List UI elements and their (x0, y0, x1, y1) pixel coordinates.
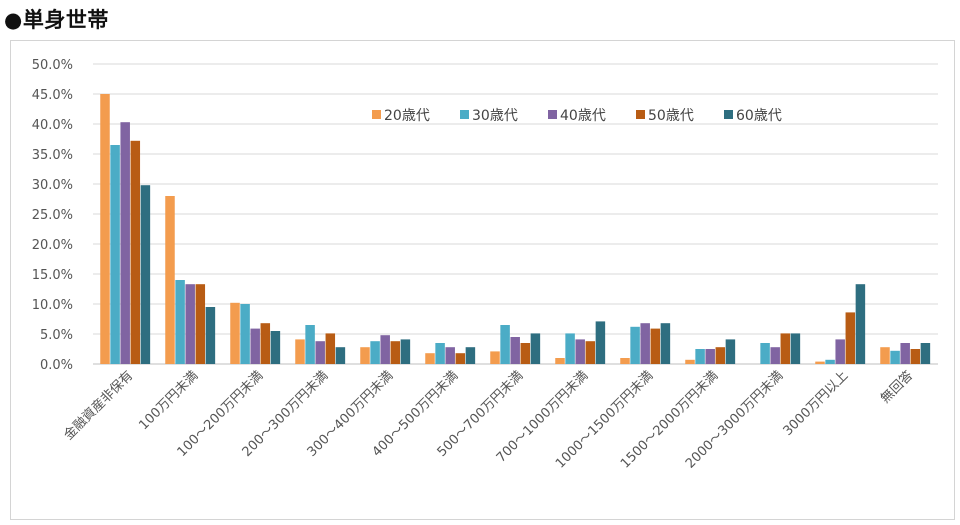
bar (790, 333, 801, 364)
x-tick-label: 金融資産非保有 (61, 368, 137, 444)
legend-label: 60歳代 (736, 108, 782, 124)
y-tick-label: 35.0% (32, 148, 73, 163)
bar (575, 339, 585, 364)
page-title: ●単身世帯 (4, 8, 109, 32)
bar (425, 353, 435, 364)
y-tick-label: 0.0% (40, 358, 73, 373)
bar (890, 350, 900, 364)
bar (660, 323, 671, 364)
y-tick-label: 25.0% (32, 208, 73, 223)
bar (360, 347, 370, 364)
bar (880, 347, 890, 364)
bar (910, 349, 921, 364)
bar (205, 307, 216, 364)
y-tick-label: 30.0% (32, 178, 73, 193)
y-tick-label: 10.0% (32, 298, 73, 313)
bar (780, 333, 791, 364)
bar (500, 325, 510, 364)
bar (465, 347, 476, 364)
y-tick-label: 5.0% (40, 328, 73, 343)
y-tick-label: 20.0% (32, 238, 73, 253)
bar (305, 325, 315, 364)
bar (595, 321, 606, 364)
bar (685, 359, 695, 364)
legend-swatch (724, 110, 733, 119)
bar (195, 284, 206, 364)
bar (620, 358, 630, 364)
bar (920, 343, 931, 364)
bar (110, 145, 120, 364)
x-tick-label: 100万円未満 (136, 368, 201, 433)
legend-swatch (460, 110, 469, 119)
bar (725, 339, 736, 364)
bar (490, 351, 500, 364)
bar (175, 280, 185, 364)
bar (295, 339, 305, 364)
bar (120, 122, 130, 364)
bar (510, 337, 520, 364)
bar (520, 343, 531, 364)
bar (530, 333, 541, 364)
bar (825, 359, 835, 364)
bar (230, 302, 240, 364)
bar (695, 349, 705, 364)
legend-label: 40歳代 (560, 108, 606, 124)
legend-label: 50歳代 (648, 108, 694, 124)
bar (630, 326, 640, 364)
x-tick-label: 無回答 (877, 368, 916, 407)
bar (270, 331, 281, 364)
bar (400, 339, 411, 364)
bar (705, 349, 715, 364)
bar (250, 328, 260, 364)
y-tick-label: 40.0% (32, 118, 73, 133)
bar (370, 341, 380, 364)
legend-swatch (548, 110, 557, 119)
bar (130, 140, 141, 364)
bar (760, 343, 770, 364)
bar (140, 185, 151, 364)
bar (260, 323, 271, 364)
bar (555, 358, 565, 364)
bar (640, 323, 650, 364)
bar (380, 335, 390, 364)
legend-swatch (636, 110, 645, 119)
bar (650, 328, 661, 364)
bar (445, 347, 455, 364)
bar (715, 347, 726, 364)
bar (185, 284, 195, 364)
bar (315, 341, 325, 364)
bar (770, 347, 780, 364)
legend-label: 20歳代 (384, 108, 430, 124)
legend-label: 30歳代 (472, 108, 518, 124)
bar (855, 284, 866, 364)
y-tick-label: 50.0% (32, 58, 73, 73)
bar (325, 333, 336, 364)
y-tick-label: 15.0% (32, 268, 73, 283)
bar (900, 343, 910, 364)
bar (165, 196, 175, 364)
bar (335, 347, 346, 364)
bar (435, 343, 445, 364)
bar (815, 361, 825, 364)
legend-swatch (372, 110, 381, 119)
y-tick-label: 45.0% (32, 88, 73, 103)
bar (455, 353, 466, 364)
bar (845, 312, 856, 364)
bar (240, 304, 250, 364)
x-tick-label: 3000万円以上 (781, 368, 852, 439)
bar (835, 339, 845, 364)
bar (390, 341, 401, 364)
bar (100, 94, 110, 364)
bar (585, 341, 596, 364)
bar (565, 333, 575, 364)
